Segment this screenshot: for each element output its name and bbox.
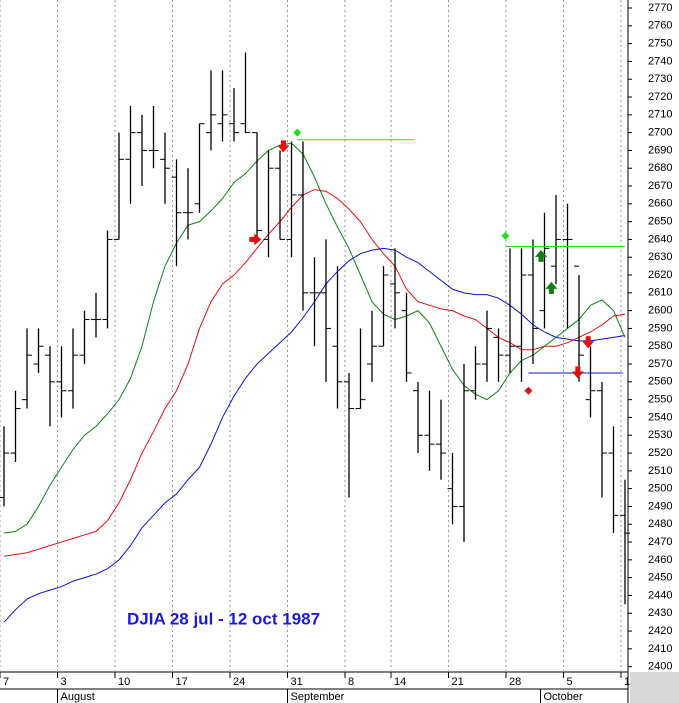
y-tick-label: 2450 xyxy=(648,572,672,584)
y-tick-label: 2760 xyxy=(648,20,672,32)
y-tick-label: 2720 xyxy=(648,91,672,103)
y-tick-label: 2440 xyxy=(648,589,672,601)
signal-arrow xyxy=(535,249,548,262)
x-tick-label: 14 xyxy=(394,676,406,688)
y-tick-label: 2400 xyxy=(648,661,672,673)
y-tick-label: 2620 xyxy=(648,269,672,281)
x-tick-label: 3 xyxy=(61,676,67,688)
fractal xyxy=(524,386,533,395)
y-tick-label: 2650 xyxy=(648,216,672,228)
x-tick-label: 31 xyxy=(291,676,303,688)
signal-arrow xyxy=(571,366,584,379)
y-tick-label: 2730 xyxy=(648,73,672,85)
y-tick-label: 2470 xyxy=(648,536,672,548)
y-tick-label: 2570 xyxy=(648,358,672,370)
y-tick-label: 2710 xyxy=(648,109,672,121)
y-tick-label: 2500 xyxy=(648,483,672,495)
signal-arrow xyxy=(249,233,262,246)
signal-arrow xyxy=(277,140,290,153)
y-tick-label: 2600 xyxy=(648,305,672,317)
y-tick-label: 2480 xyxy=(648,518,672,530)
corner-box xyxy=(630,672,679,703)
y-tick-label: 2610 xyxy=(648,287,672,299)
y-tick-label: 2660 xyxy=(648,198,672,210)
x-tick-label: 7 xyxy=(3,676,9,688)
y-tick-label: 2740 xyxy=(648,55,672,67)
y-tick-label: 2680 xyxy=(648,162,672,174)
y-tick-label: 2690 xyxy=(648,144,672,156)
x-tick-label: 10 xyxy=(118,676,130,688)
y-tick-label: 2410 xyxy=(648,643,672,655)
x-tick-label: 17 xyxy=(176,676,188,688)
x-tick-label: 28 xyxy=(509,676,521,688)
month-label: October xyxy=(544,691,583,703)
fractal xyxy=(501,231,510,240)
y-tick-label: 2430 xyxy=(648,607,672,619)
y-tick-label: 2750 xyxy=(648,38,672,50)
y-tick-label: 2510 xyxy=(648,465,672,477)
y-tick-label: 2630 xyxy=(648,251,672,263)
y-tick-label: 2420 xyxy=(648,625,672,637)
signal-arrow xyxy=(582,336,595,349)
x-tick-label: 21 xyxy=(452,676,464,688)
month-label: September xyxy=(291,691,345,703)
y-tick-label: 2550 xyxy=(648,394,672,406)
y-tick-label: 2590 xyxy=(648,322,672,334)
y-tick-label: 2530 xyxy=(648,429,672,441)
y-tick-label: 2700 xyxy=(648,127,672,139)
y-tick-label: 2560 xyxy=(648,376,672,388)
month-label: August xyxy=(61,691,95,703)
y-tick-label: 2490 xyxy=(648,500,672,512)
y-tick-label: 2540 xyxy=(648,411,672,423)
y-tick-label: 2670 xyxy=(648,180,672,192)
x-tick-label: 1 xyxy=(624,676,630,688)
annotation: DJIA 28 jul - 12 oct 1987 xyxy=(127,609,320,628)
fractal xyxy=(293,128,302,137)
y-tick-label: 2580 xyxy=(648,340,672,352)
y-tick-label: 2770 xyxy=(648,2,672,14)
x-tick-label: 24 xyxy=(233,676,245,688)
y-tick-label: 2640 xyxy=(648,233,672,245)
y-tick-label: 2460 xyxy=(648,554,672,566)
signal-arrow xyxy=(545,281,558,294)
y-tick-label: 2520 xyxy=(648,447,672,459)
x-tick-label: 5 xyxy=(567,676,573,688)
x-tick-label: 8 xyxy=(348,676,354,688)
